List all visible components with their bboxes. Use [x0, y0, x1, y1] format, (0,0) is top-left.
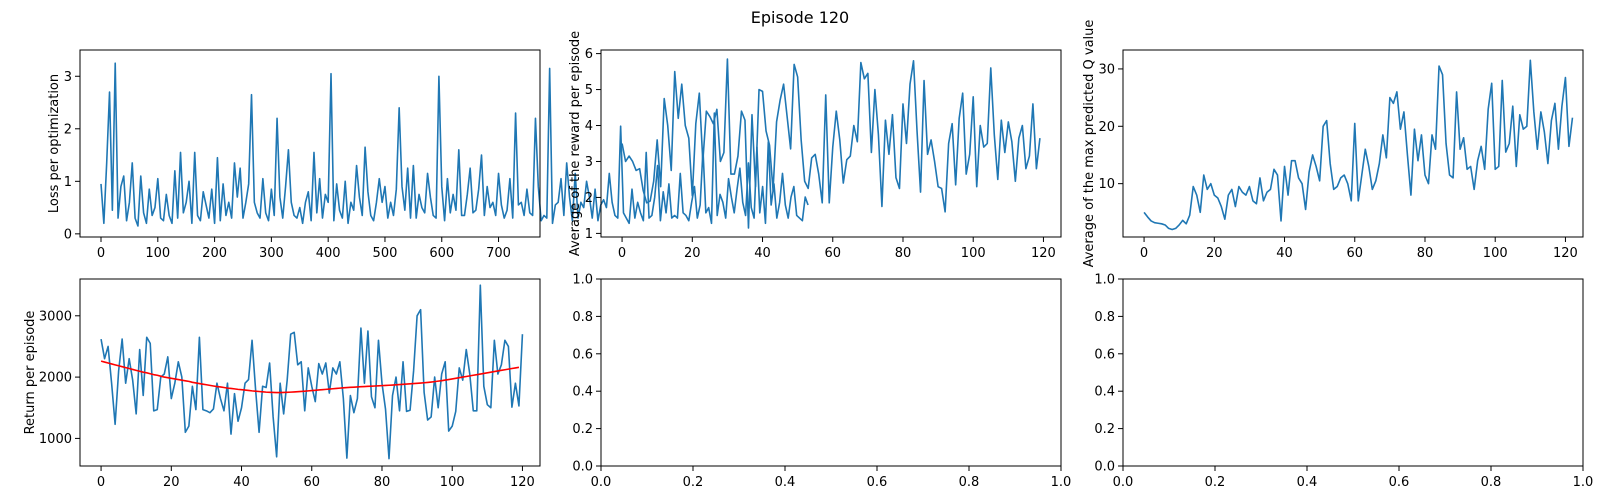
y-axis-label: Average of the reward per episode: [568, 31, 583, 256]
x-tick-label: 600: [429, 246, 454, 261]
y-tick-label: 10: [1098, 177, 1115, 192]
x-tick-label: 60: [303, 475, 320, 490]
y-tick-label: 2: [64, 122, 72, 137]
x-tick-label: 20: [684, 246, 701, 261]
x-tick-label: 0.2: [683, 475, 704, 490]
y-tick-label: 0.0: [1094, 460, 1115, 475]
x-tick-label: 40: [233, 475, 250, 490]
y-tick-label: 4: [585, 119, 593, 134]
series-line-return-0: [100, 284, 524, 460]
x-tick-label: 1.0: [1573, 475, 1594, 490]
x-tick-label: 20: [163, 475, 180, 490]
y-tick-label: 2000: [39, 371, 72, 386]
x-tick-label: 40: [754, 246, 771, 261]
axes-frame-loss: [79, 49, 541, 238]
x-tick-label: 120: [1553, 246, 1578, 261]
y-tick-label: 1: [64, 175, 72, 190]
x-tick-label: 0: [618, 246, 626, 261]
y-tick-label: 5: [585, 83, 593, 98]
y-tick-label: 30: [1098, 62, 1115, 77]
y-tick-label: 6: [585, 47, 593, 62]
x-tick-label: 500: [373, 246, 398, 261]
y-tick-label: 1: [585, 227, 593, 242]
y-tick-label: 0: [64, 227, 72, 242]
series-line-return-1: [100, 360, 520, 394]
x-tick-label: 100: [961, 246, 986, 261]
x-tick-label: 60: [824, 246, 841, 261]
series-line-maxq-0: [1143, 59, 1574, 231]
x-tick-label: 200: [202, 246, 227, 261]
x-tick-label: 100: [1483, 246, 1508, 261]
figure-title: Episode 120: [751, 8, 849, 27]
axes-frame-return: [79, 278, 541, 467]
axes-frame-reward: [600, 49, 1062, 238]
y-tick-label: 0.4: [572, 385, 593, 400]
x-tick-label: 300: [259, 246, 284, 261]
y-tick-label: 0.6: [572, 347, 593, 362]
y-tick-label: 1.0: [1094, 273, 1115, 288]
y-tick-label: 0.6: [1094, 347, 1115, 362]
x-tick-label: 120: [1031, 246, 1056, 261]
x-tick-label: 40: [1276, 246, 1293, 261]
x-tick-label: 120: [510, 475, 535, 490]
x-tick-label: 0.4: [1297, 475, 1318, 490]
x-tick-label: 0.6: [1389, 475, 1410, 490]
series-line-reward-0: [621, 58, 1041, 229]
y-axis-label: Loss per optimization: [47, 74, 62, 213]
x-tick-label: 100: [145, 246, 170, 261]
x-tick-label: 0.8: [959, 475, 980, 490]
axes-frame-empty1: [600, 278, 1062, 467]
x-tick-label: 0.8: [1481, 475, 1502, 490]
y-tick-label: 20: [1098, 120, 1115, 135]
y-tick-label: 0.2: [572, 422, 593, 437]
y-axis-label: Return per episode: [23, 311, 38, 435]
axes-frame-empty2: [1122, 278, 1584, 467]
x-tick-label: 0.6: [867, 475, 888, 490]
x-tick-label: 0.4: [775, 475, 796, 490]
y-tick-label: 3000: [39, 309, 72, 324]
y-tick-label: 1.0: [572, 273, 593, 288]
x-tick-label: 60: [1346, 246, 1363, 261]
y-axis-label: Average of the max predicted Q value: [1082, 20, 1097, 268]
x-tick-label: 0.0: [1113, 475, 1134, 490]
series-line-loss-0: [100, 62, 809, 227]
axes-frame-maxq: [1122, 49, 1584, 238]
y-tick-label: 3: [585, 155, 593, 170]
x-tick-label: 20: [1206, 246, 1223, 261]
x-tick-label: 700: [486, 246, 511, 261]
y-tick-label: 2: [585, 191, 593, 206]
x-tick-label: 0.0: [591, 475, 612, 490]
y-tick-label: 3: [64, 70, 72, 85]
x-tick-label: 80: [895, 246, 912, 261]
axes-empty1: 0.0 0.2 0.4 0.6 0.8 1.0 0.0 0.2 0.4 0.6 0.8 1.0: [572, 273, 1071, 491]
x-tick-label: 0: [97, 475, 105, 490]
x-tick-label: 80: [1417, 246, 1434, 261]
y-tick-label: 0.0: [572, 460, 593, 475]
axes-empty2: 0.0 0.2 0.4 0.6 0.8 1.0 0.0 0.2 0.4 0.6 0.8 1.0: [1094, 273, 1593, 491]
x-tick-label: 100: [440, 475, 465, 490]
y-tick-label: 0.4: [1094, 385, 1115, 400]
y-tick-label: 0.8: [1094, 310, 1115, 325]
y-tick-label: 1000: [39, 432, 72, 447]
x-tick-label: 0: [1140, 246, 1148, 261]
x-tick-label: 400: [316, 246, 341, 261]
x-tick-label: 0.2: [1205, 475, 1226, 490]
x-tick-label: 80: [374, 475, 391, 490]
y-tick-label: 0.2: [1094, 422, 1115, 437]
x-tick-label: 0: [97, 246, 105, 261]
x-tick-label: 1.0: [1051, 475, 1072, 490]
y-tick-label: 0.8: [572, 310, 593, 325]
